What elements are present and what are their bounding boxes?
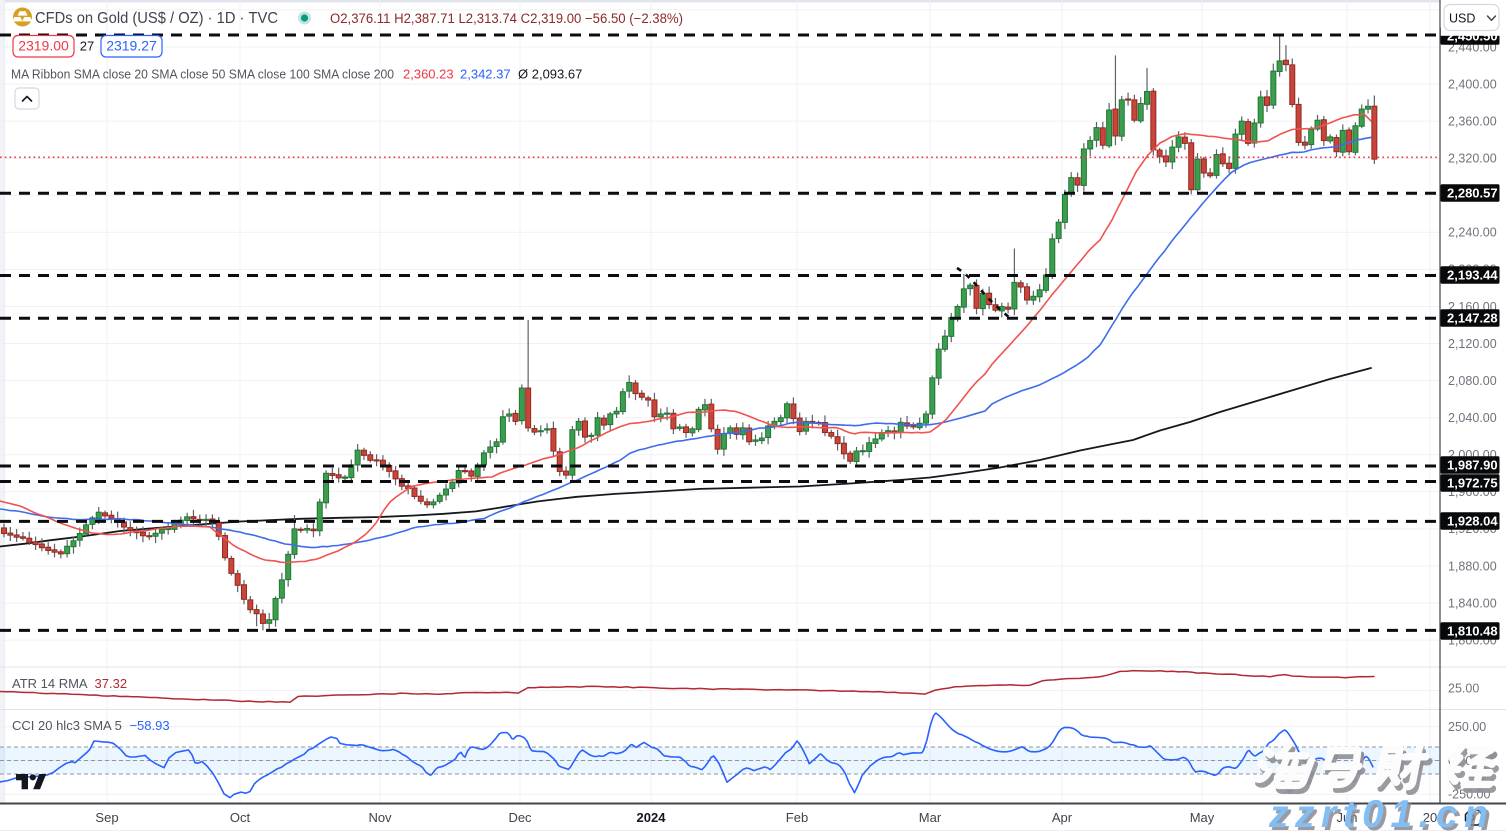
svg-text:2,040.00: 2,040.00 [1448, 411, 1497, 425]
svg-text:27: 27 [80, 39, 94, 54]
svg-text:2319.27: 2319.27 [106, 38, 157, 54]
svg-text:1,810.48: 1,810.48 [1447, 624, 1498, 639]
svg-text:1,928.04: 1,928.04 [1447, 514, 1498, 529]
svg-text:zzrt01.cn: zzrt01.cn [1268, 793, 1494, 834]
svg-text:2,360.00: 2,360.00 [1448, 114, 1497, 128]
svg-text:May: May [1190, 810, 1215, 825]
svg-text:25.00: 25.00 [1448, 681, 1479, 695]
svg-text:Feb: Feb [786, 810, 808, 825]
svg-text:MA Ribbon SMA close 20 SMA clo: MA Ribbon SMA close 20 SMA close 50 SMA … [11, 67, 394, 82]
svg-text:Nov: Nov [368, 810, 392, 825]
svg-text:1,972.75: 1,972.75 [1447, 476, 1498, 491]
svg-text:Ø 2,093.67: Ø 2,093.67 [518, 67, 582, 82]
svg-text:2,400.00: 2,400.00 [1448, 77, 1497, 91]
svg-text:2,320.00: 2,320.00 [1448, 152, 1497, 166]
svg-text:O2,376.11 H2,387.71 L2,313.7: O2,376.11 H2,387.71 L2,313.74 C2,319.00 … [330, 11, 683, 26]
svg-text:CFDs on Gold (US$ / OZ) · 1D ·: CFDs on Gold (US$ / OZ) · 1D · TVC [35, 10, 278, 27]
svg-text:2,280.57: 2,280.57 [1447, 186, 1498, 201]
svg-text:250.00: 250.00 [1448, 720, 1486, 734]
svg-text:Mar: Mar [919, 810, 942, 825]
svg-text:Apr: Apr [1052, 810, 1073, 825]
svg-text:20: 20 [1423, 810, 1437, 825]
svg-text:2,193.44: 2,193.44 [1447, 268, 1498, 283]
svg-text:2,240.00: 2,240.00 [1448, 226, 1497, 240]
svg-text:1,880.00: 1,880.00 [1448, 559, 1497, 573]
svg-text:2024: 2024 [637, 810, 667, 825]
svg-text:Oct: Oct [230, 810, 251, 825]
svg-text:1,987.90: 1,987.90 [1447, 458, 1498, 473]
svg-text:2,120.00: 2,120.00 [1448, 337, 1497, 351]
svg-text:2319.00: 2319.00 [18, 38, 69, 54]
svg-text:CCI 20 hlc3 SMA 5 −58.93: CCI 20 hlc3 SMA 5 −58.93 [12, 718, 170, 733]
svg-text:1,840.00: 1,840.00 [1448, 596, 1497, 610]
svg-text:ATR 14 RMA 37.32: ATR 14 RMA 37.32 [12, 676, 127, 691]
svg-text:Sep: Sep [95, 810, 118, 825]
svg-text:2,147.28: 2,147.28 [1447, 311, 1498, 326]
svg-text:zzrt01.cn: zzrt01.cn [1271, 796, 1497, 834]
svg-text:Jun: Jun [1337, 810, 1358, 825]
svg-text:2,360.23: 2,360.23 [403, 67, 454, 82]
svg-text:2,080.00: 2,080.00 [1448, 374, 1497, 388]
svg-text:USD: USD [1449, 11, 1475, 25]
svg-text:Dec: Dec [508, 810, 532, 825]
svg-text:2,342.37: 2,342.37 [460, 67, 511, 82]
